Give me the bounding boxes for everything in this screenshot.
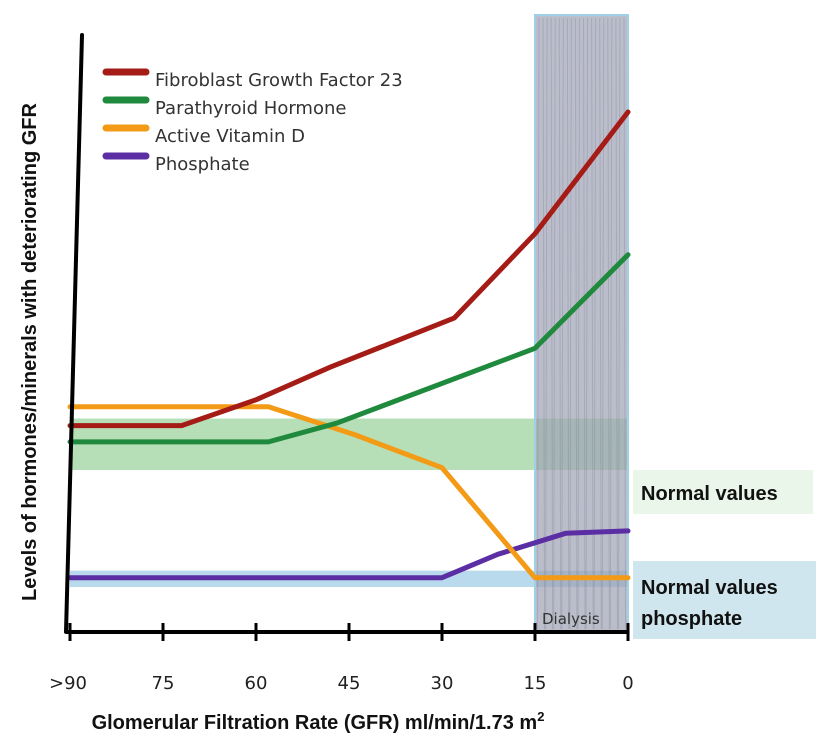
x-tick-label: 15 [524,673,547,694]
dialysis-texture-stroke [593,17,597,630]
legend-label-active-vitamin-d: Active Vitamin D [155,126,305,147]
dialysis-label: Dialysis [542,610,600,628]
dialysis-texture-stroke [585,17,589,630]
dialysis-texture-stroke [550,17,554,630]
x-tick-label: 60 [245,673,268,694]
x-tick-label: >90 [49,673,87,694]
legend-label-fibroblast-growth-factor-23: Fibroblast Growth Factor 23 [155,70,403,91]
series-line-parathyroid-hormone [67,252,631,445]
dialysis-texture-stroke [537,17,540,630]
normal-values-label-panel [633,470,813,514]
normal-values-label: Normal values [641,483,778,505]
phosphate-label-panel [633,561,816,639]
x-tick-label: 75 [152,673,175,694]
dialysis-texture-stroke [545,17,548,630]
dialysis-texture-stroke [615,17,618,630]
legend-label-parathyroid-hormone: Parathyroid Hormone [155,98,346,119]
x-axis-title: Glomerular Filtration Rate (GFR) ml/min/… [92,709,545,733]
x-tick-label: 0 [622,673,633,694]
dialysis-texture-stroke [566,17,570,630]
dialysis-texture-stroke [569,17,572,630]
series-lines [67,109,631,581]
dialysis-texture-stroke [609,17,613,630]
x-tick-label: 30 [431,673,454,694]
dialysis-texture-stroke [607,17,610,630]
series-line-fibroblast-growth-factor-23 [67,109,631,429]
dialysis-texture-stroke [542,17,546,630]
x-tick-label: 45 [338,673,361,694]
dialysis-texture-stroke [553,17,556,630]
x-axis-ticks: >90 75 60 45 30 15 0 [49,623,634,694]
dialysis-texture-stroke [591,17,594,630]
legend: Fibroblast Growth Factor 23 Parathyroid H… [102,68,403,175]
y-axis-title: Levels of hormones/minerals with deterio… [19,103,41,601]
legend-label-phosphate: Phosphate [155,154,250,175]
dialysis-texture-stroke [601,17,605,630]
dialysis-texture-stroke [599,17,602,630]
dialysis-texture-stroke [583,17,586,630]
normal-phosphate-label-line1: Normal values [641,577,778,599]
dialysis-texture-stroke [574,17,578,630]
normal-phosphate-label-line2: phosphate [641,608,742,630]
y-axis-line [64,33,84,634]
dialysis-texture-stroke [577,17,580,630]
series-line-phosphate [67,528,631,581]
